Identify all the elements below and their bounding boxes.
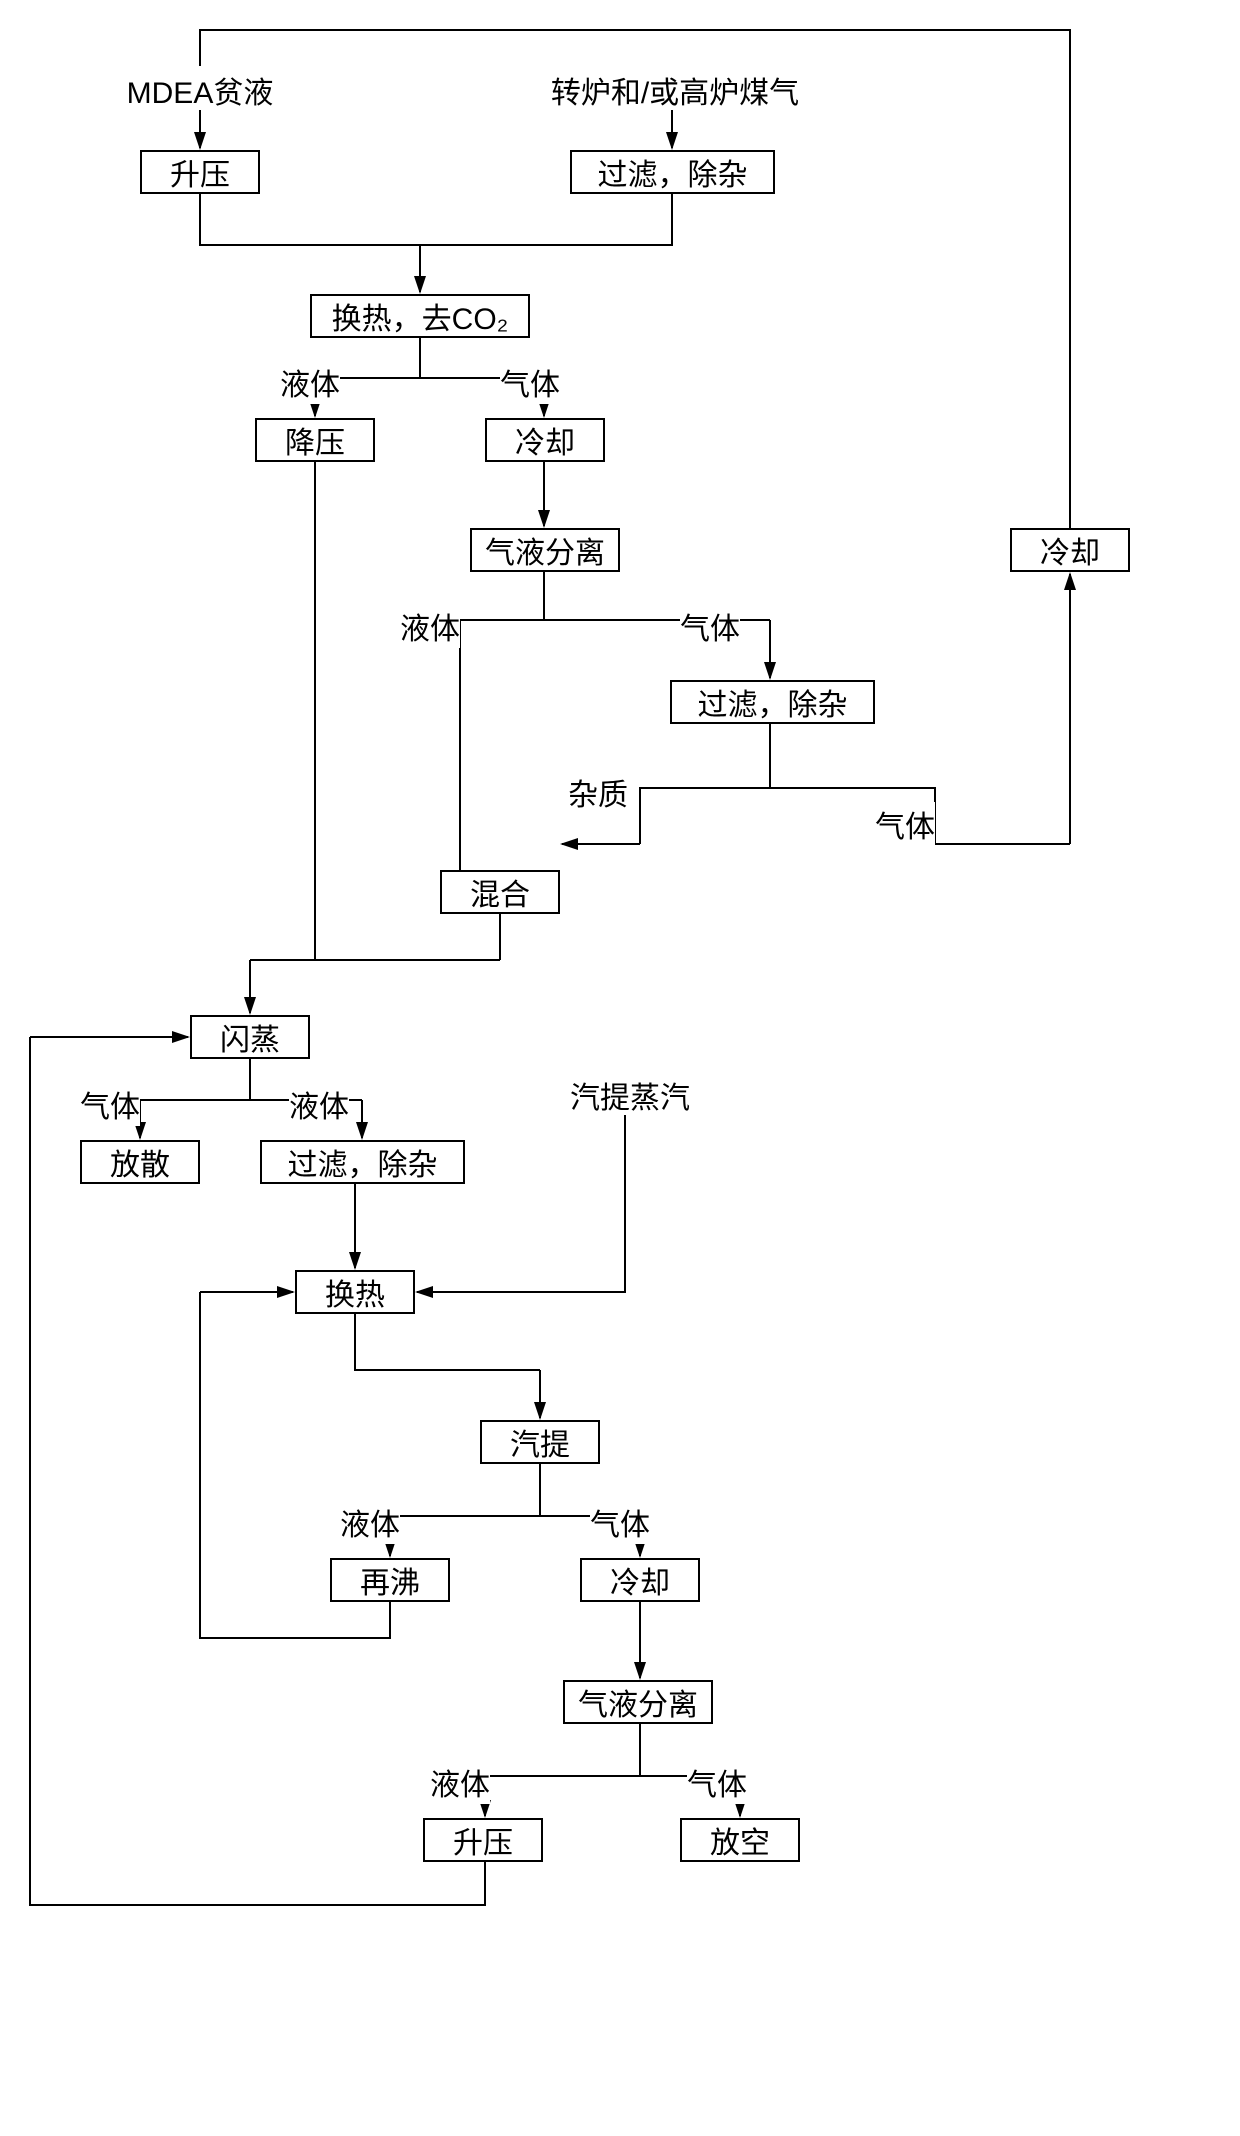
flow-node-n_huanre2: 换热 [295, 1270, 415, 1314]
flow-node-n_guolv2: 过滤，除杂 [670, 680, 875, 724]
edge-label-8: 液体 [340, 1500, 400, 1544]
flow-node-n_jiangya: 降压 [255, 418, 375, 462]
edge-label-1: 气体 [500, 360, 560, 404]
flow-node-n_lengque2: 冷却 [580, 1558, 700, 1602]
flow-node-n_hunhe: 混合 [440, 870, 560, 914]
flow-node-n_fangsan: 放散 [80, 1140, 200, 1184]
flow-node-n_guolv3: 过滤，除杂 [260, 1140, 465, 1184]
edge-label-11: 气体 [687, 1760, 747, 1804]
edge-label-6: 气体 [80, 1082, 140, 1126]
flow-node-n_lengque1: 冷却 [485, 418, 605, 462]
flow-node-lbl_zhualu: 转炉和/或高炉煤气 [525, 70, 825, 110]
flow-node-lbl_mdea: MDEA贫液 [110, 70, 290, 110]
flow-node-n_zaifei: 再沸 [330, 1558, 450, 1602]
flow-node-n_fangkong: 放空 [680, 1818, 800, 1862]
flow-node-n_shengya2: 升压 [423, 1818, 543, 1862]
edge-label-7: 液体 [289, 1082, 349, 1126]
edge-label-5: 气体 [875, 802, 935, 846]
flow-node-n_huanre1: 换热，去CO₂ [310, 294, 530, 338]
flow-node-n_qiti: 汽提 [480, 1420, 600, 1464]
edge-label-10: 液体 [430, 1760, 490, 1804]
flow-node-n_guolv1: 过滤，除杂 [570, 150, 775, 194]
flow-node-n_qiyefenli2: 气液分离 [563, 1680, 713, 1724]
flowchart-edges [0, 0, 1240, 2136]
flow-node-n_shengya1: 升压 [140, 150, 260, 194]
flow-node-n_qiyefenli1: 气液分离 [470, 528, 620, 572]
flow-node-n_shanzheng: 闪蒸 [190, 1015, 310, 1059]
edge-label-9: 气体 [590, 1500, 650, 1544]
edge-label-0: 液体 [280, 360, 340, 404]
flow-node-n_lengque_r: 冷却 [1010, 528, 1130, 572]
edge-label-3: 气体 [680, 604, 740, 648]
edge-label-4: 杂质 [568, 770, 628, 814]
flow-node-lbl_qitizhengqi: 汽提蒸汽 [555, 1075, 705, 1115]
edge-label-2: 液体 [400, 604, 460, 648]
